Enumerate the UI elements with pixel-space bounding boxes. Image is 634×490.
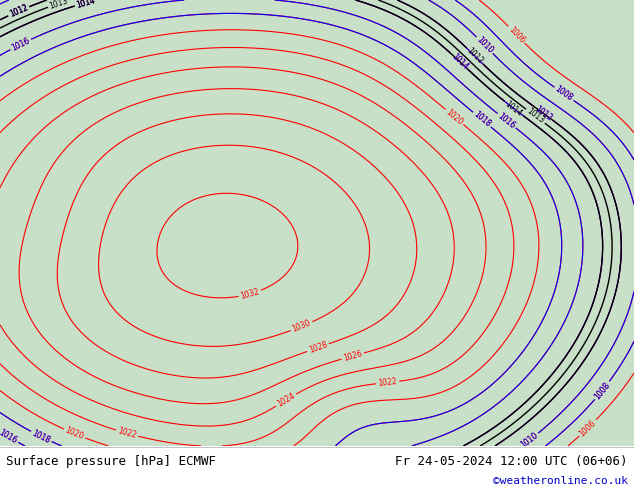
Text: 1014: 1014 xyxy=(75,0,96,10)
Text: Fr 24-05-2024 12:00 UTC (06+06): Fr 24-05-2024 12:00 UTC (06+06) xyxy=(395,455,628,468)
Text: 1018: 1018 xyxy=(30,428,52,445)
Text: 1016: 1016 xyxy=(0,428,18,445)
Text: 1016: 1016 xyxy=(10,36,31,52)
Text: 1016: 1016 xyxy=(496,111,517,130)
Text: 1016: 1016 xyxy=(0,428,18,445)
Text: 1010: 1010 xyxy=(519,431,540,450)
Text: 1030: 1030 xyxy=(291,318,313,334)
Text: 1010: 1010 xyxy=(519,431,540,450)
Text: 1012: 1012 xyxy=(533,104,554,122)
Text: 1012: 1012 xyxy=(465,46,484,66)
Text: 1008: 1008 xyxy=(593,380,612,401)
Text: 1020: 1020 xyxy=(64,426,85,441)
Text: 1022: 1022 xyxy=(117,426,138,440)
Text: 1032: 1032 xyxy=(240,287,261,301)
Text: 1018: 1018 xyxy=(472,110,492,129)
Text: 1014: 1014 xyxy=(450,51,470,72)
Text: 1014: 1014 xyxy=(450,51,470,72)
Text: 1014: 1014 xyxy=(75,0,96,10)
Text: 1016: 1016 xyxy=(10,36,31,52)
Text: 1008: 1008 xyxy=(553,85,574,103)
Text: 1026: 1026 xyxy=(342,349,363,363)
Text: 1018: 1018 xyxy=(30,428,52,445)
Text: 1014: 1014 xyxy=(503,99,524,118)
Text: 1028: 1028 xyxy=(307,340,328,355)
Text: 1008: 1008 xyxy=(553,85,574,103)
Text: 1024: 1024 xyxy=(275,392,297,409)
Text: ©weatheronline.co.uk: ©weatheronline.co.uk xyxy=(493,476,628,486)
Text: 1022: 1022 xyxy=(378,377,398,388)
Text: 1013: 1013 xyxy=(525,107,546,125)
Text: 1012: 1012 xyxy=(8,3,29,19)
Text: 1006: 1006 xyxy=(578,418,598,438)
Text: 1010: 1010 xyxy=(475,35,495,55)
Text: 1020: 1020 xyxy=(444,107,465,126)
Text: 1008: 1008 xyxy=(593,380,612,401)
Text: 1014: 1014 xyxy=(75,0,96,10)
Text: 1012: 1012 xyxy=(8,3,29,19)
Text: 1012: 1012 xyxy=(533,104,554,122)
Text: 1018: 1018 xyxy=(472,110,492,129)
Text: Surface pressure [hPa] ECMWF: Surface pressure [hPa] ECMWF xyxy=(6,455,216,468)
Text: 1006: 1006 xyxy=(507,24,526,45)
Text: 1010: 1010 xyxy=(475,35,495,55)
Text: 1016: 1016 xyxy=(496,111,517,130)
Text: 1013: 1013 xyxy=(48,0,70,11)
Text: 1012: 1012 xyxy=(8,3,29,19)
